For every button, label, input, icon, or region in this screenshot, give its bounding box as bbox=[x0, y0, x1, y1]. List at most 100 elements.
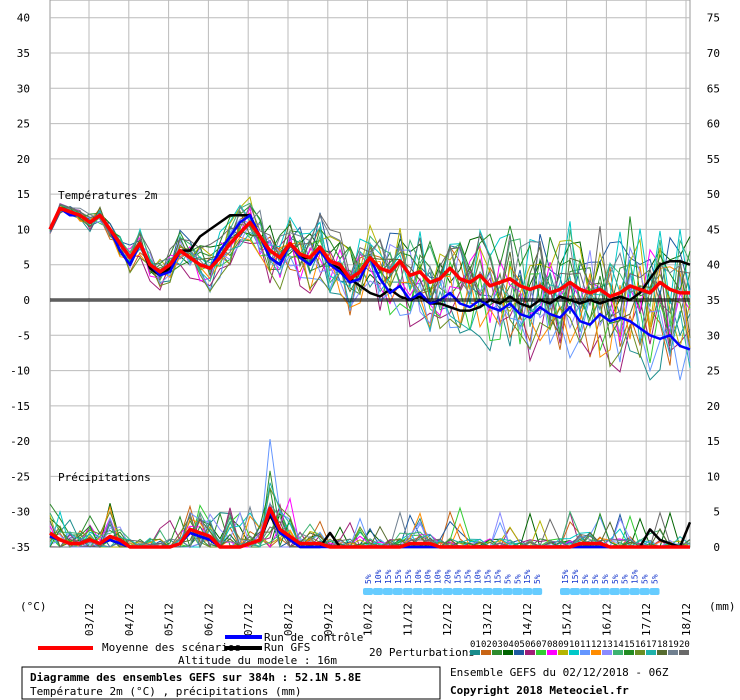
left-tick-label: 5 bbox=[23, 259, 30, 272]
perturbation-temp-line bbox=[49, 206, 691, 322]
altitude-label: Altitude du modele : 16m bbox=[178, 654, 337, 667]
right-tick-label: 70 bbox=[707, 47, 720, 60]
x-tick-label: 13/12 bbox=[481, 603, 494, 636]
perturbation-id: 14 bbox=[613, 640, 624, 650]
x-tick-label: 03/12 bbox=[83, 603, 96, 636]
left-tick-label: -35 bbox=[10, 541, 30, 554]
left-tick-label: 0 bbox=[23, 294, 30, 307]
x-tick-label: 11/12 bbox=[401, 603, 414, 636]
snow-marker bbox=[392, 588, 403, 595]
snow-pct-label: 15% bbox=[454, 569, 463, 584]
legend-mean-label: Moyenne des scénarios bbox=[102, 641, 241, 654]
perturbation-swatch bbox=[558, 650, 568, 655]
perturbation-temp-line bbox=[49, 205, 691, 325]
snow-pct-label: 15% bbox=[571, 569, 580, 584]
title-box bbox=[21, 666, 441, 700]
snow-marker bbox=[502, 588, 513, 595]
perturbation-id: 07 bbox=[536, 640, 547, 650]
snow-pct-label: 20% bbox=[444, 569, 453, 584]
x-tick-label: 12/12 bbox=[441, 603, 454, 636]
snow-marker bbox=[363, 588, 373, 595]
snow-pct-label: 15% bbox=[384, 569, 393, 584]
right-tick-label: 45 bbox=[707, 223, 720, 236]
snow-marker bbox=[522, 588, 533, 595]
x-tick-label: 18/12 bbox=[680, 603, 693, 636]
right-axis-unit: (mm) bbox=[709, 600, 736, 613]
x-tick-label: 05/12 bbox=[163, 603, 176, 636]
perturbation-swatch bbox=[624, 650, 634, 655]
snow-pct-label: 15% bbox=[493, 569, 502, 584]
snow-marker bbox=[412, 588, 423, 595]
snow-pct-label: 5% bbox=[513, 574, 522, 584]
perturbation-precip-line bbox=[50, 510, 690, 549]
legend-perturbations-label: 20 Perturbations bbox=[369, 646, 475, 659]
perturbation-swatch bbox=[646, 650, 656, 655]
ensemble-info: Ensemble GEFS du 02/12/2018 - 06Z bbox=[450, 666, 669, 679]
left-tick-label: 20 bbox=[17, 153, 30, 166]
snow-marker bbox=[482, 588, 493, 595]
perturbation-swatch bbox=[569, 650, 579, 655]
snow-pct-label: 15% bbox=[404, 569, 413, 584]
left-tick-label: -15 bbox=[10, 400, 30, 413]
snow-marker bbox=[649, 588, 660, 595]
perturbation-swatch bbox=[591, 650, 601, 655]
perturbation-swatch bbox=[602, 650, 612, 655]
snow-marker bbox=[579, 588, 590, 595]
snow-pct-label: 5% bbox=[591, 574, 600, 584]
snow-pct-label: 15% bbox=[631, 569, 640, 584]
x-tick-label: 04/12 bbox=[123, 603, 136, 636]
right-tick-label: 25 bbox=[707, 365, 720, 378]
snow-marker bbox=[462, 588, 473, 595]
right-tick-label: 0 bbox=[713, 541, 720, 554]
perturbation-id: 04 bbox=[503, 640, 514, 650]
snow-probability: 5% 10% 15% 15% 15% 10% 10% 10% 20% 15% 15% 10% 15% 15… bbox=[363, 569, 660, 595]
snow-pct-label: 5% bbox=[651, 574, 660, 584]
perturbation-id: 13 bbox=[602, 640, 613, 650]
snow-marker bbox=[639, 588, 650, 595]
left-tick-label: 10 bbox=[17, 223, 30, 236]
snow-pct-label: 10% bbox=[473, 569, 482, 584]
snow-marker bbox=[609, 588, 620, 595]
legend-control-label: Run de contrôle bbox=[264, 631, 363, 644]
perturbation-swatch bbox=[470, 650, 480, 655]
legend-gfs-label: Run GFS bbox=[264, 641, 310, 654]
x-tick-label: 07/12 bbox=[242, 603, 255, 636]
snow-marker bbox=[569, 588, 580, 595]
left-tick-label: 40 bbox=[17, 12, 30, 25]
perturbation-swatch bbox=[525, 650, 535, 655]
perturbation-id: 19 bbox=[668, 640, 679, 650]
snow-pct-label: 10% bbox=[424, 569, 433, 584]
right-tick-label: 5 bbox=[713, 506, 720, 519]
snow-pct-label: 15% bbox=[523, 569, 532, 584]
x-tick-label: 06/12 bbox=[202, 603, 215, 636]
snow-marker bbox=[589, 588, 600, 595]
mean-temp-line bbox=[48, 206, 690, 299]
chart-title: Diagramme des ensembles GEFS sur 384h : … bbox=[30, 671, 361, 684]
snow-pct-label: 10% bbox=[374, 569, 383, 584]
perturbation-id: 06 bbox=[525, 640, 536, 650]
perturbation-swatch bbox=[481, 650, 491, 655]
perturbation-swatch bbox=[613, 650, 623, 655]
right-tick-label: 50 bbox=[707, 188, 720, 201]
perturbation-temp-line bbox=[49, 202, 691, 342]
perturbation-id: 17 bbox=[646, 640, 657, 650]
x-tick-label: 16/12 bbox=[600, 603, 613, 636]
left-tick-label: 15 bbox=[17, 188, 30, 201]
right-tick-label: 60 bbox=[707, 118, 720, 131]
chart-subtitle: Température 2m (°C) , précipitations (mm… bbox=[30, 685, 302, 698]
left-axis-unit: (°C) bbox=[20, 600, 47, 613]
perturbation-swatch bbox=[635, 650, 645, 655]
right-tick-label: 55 bbox=[707, 153, 720, 166]
snow-marker bbox=[382, 588, 393, 595]
x-tick-label: 15/12 bbox=[561, 603, 574, 636]
snow-marker bbox=[472, 588, 483, 595]
right-tick-label: 10 bbox=[707, 470, 720, 483]
snow-marker bbox=[402, 588, 413, 595]
snow-pct-label: 5% bbox=[533, 574, 542, 584]
perturbation-swatch bbox=[514, 650, 524, 655]
perturbation-id: 15 bbox=[624, 640, 635, 650]
perturbation-swatch bbox=[547, 650, 557, 655]
left-tick-label: -10 bbox=[10, 365, 30, 378]
